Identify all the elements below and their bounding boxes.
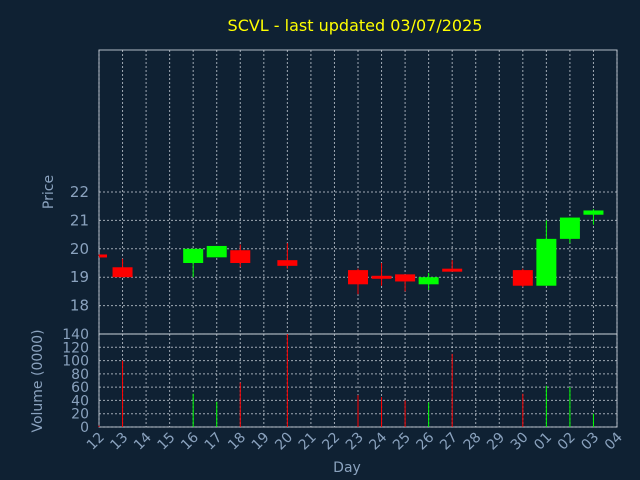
volume-tick-label: 100 <box>62 354 89 370</box>
price-axis-label: Price <box>41 175 57 209</box>
volume-tick-label: 0 <box>80 420 89 436</box>
price-panel: 18 19 20 21 22 <box>70 49 618 335</box>
candle-body <box>206 245 227 258</box>
price-tick-label: 22 <box>70 183 89 201</box>
chart-title: SCVL - last updated 03/07/2025 <box>228 16 483 35</box>
candle-body <box>277 260 298 266</box>
x-tick-label: 04 <box>602 429 626 453</box>
price-tick-label: 18 <box>70 297 89 315</box>
x-tick-label: 29 <box>484 430 508 454</box>
x-tick-label: 14 <box>131 429 155 453</box>
x-tick-label: 18 <box>225 430 249 454</box>
price-tick-label: 20 <box>70 240 89 258</box>
x-axis-label: Day <box>333 460 361 476</box>
volume-tick-label: 120 <box>62 340 89 356</box>
candle-body <box>348 270 368 285</box>
x-tick-label: 03 <box>578 430 602 454</box>
candle-body <box>559 217 580 239</box>
x-tick-label: 01 <box>531 430 555 454</box>
x-tick-label: 19 <box>249 430 273 454</box>
x-tick-label: 24 <box>366 429 390 453</box>
price-tick-label: 21 <box>70 211 89 229</box>
volume-tick-label: 80 <box>71 367 89 383</box>
x-tick-label: 25 <box>390 430 414 454</box>
x-tick-label: 26 <box>414 429 438 453</box>
price-tick-label: 19 <box>70 268 89 286</box>
candle-body <box>99 254 107 258</box>
candle-body <box>371 275 392 279</box>
volume-tick-label: 20 <box>71 407 89 423</box>
x-tick-label: 02 <box>555 430 579 454</box>
candle-body <box>230 250 251 263</box>
volume-tick-label: 140 <box>62 327 89 343</box>
x-tick-label: 13 <box>107 430 131 454</box>
candle-body <box>536 238 557 286</box>
x-tick-label: 16 <box>178 429 202 453</box>
x-tick-label: 15 <box>155 430 179 454</box>
x-tick-label: 27 <box>437 430 461 454</box>
x-tick-label: 28 <box>461 430 485 454</box>
volume-tick-label: 60 <box>71 380 89 396</box>
x-tick-label: 20 <box>272 430 296 454</box>
candle-body <box>442 268 463 272</box>
x-axis: 12 13 14 15 16 17 18 19 20 21 22 23 24 25 26 27 28 29 30 01… <box>84 429 626 453</box>
candle-body <box>395 274 416 282</box>
candle-body <box>512 270 533 286</box>
x-tick-label: 23 <box>343 430 367 454</box>
candle-body <box>418 277 439 285</box>
x-tick-label: 21 <box>296 430 320 454</box>
candle-body <box>112 267 133 278</box>
x-tick-label: 30 <box>508 430 532 454</box>
volume-tick-label: 40 <box>71 393 89 409</box>
x-tick-label: 22 <box>319 430 343 454</box>
candle-body <box>583 210 604 215</box>
x-tick-label: 17 <box>202 430 226 454</box>
candle-body <box>183 248 204 263</box>
volume-axis-label: Volume (0000) <box>30 329 46 432</box>
